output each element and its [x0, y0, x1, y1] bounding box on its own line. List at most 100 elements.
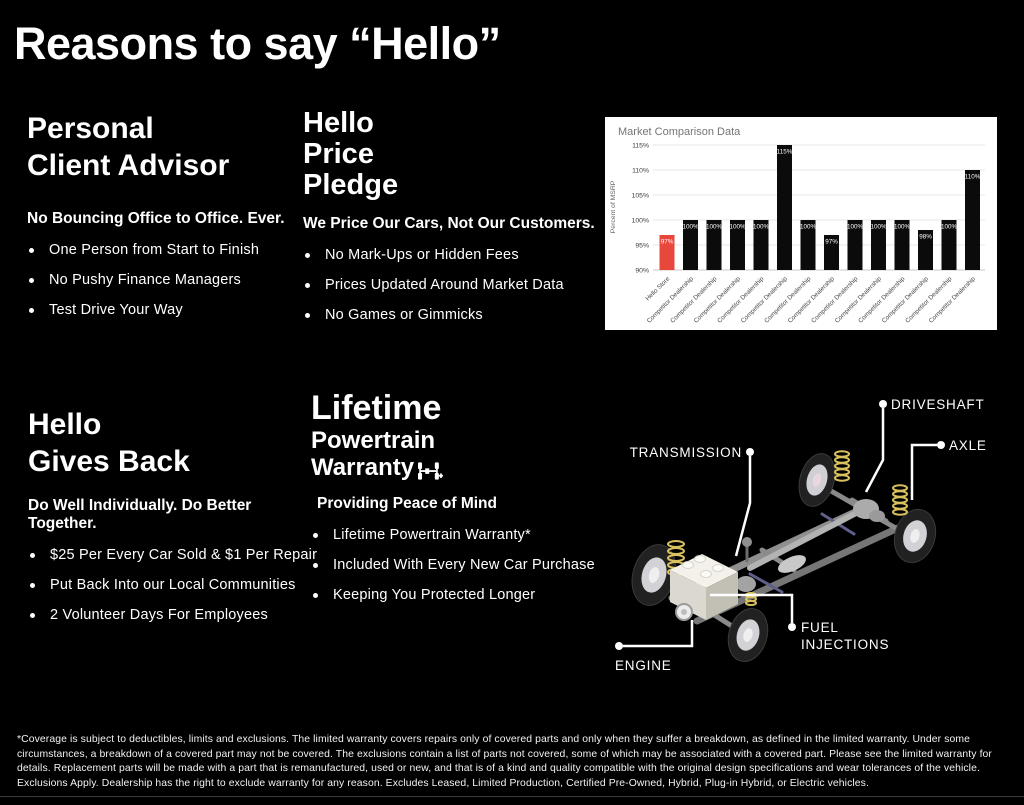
powertrain-diagram: DRIVESHAFT AXLE TRANSMISSION FUEL INJECT…: [600, 388, 1024, 690]
bar-value-label: 97%: [661, 239, 674, 246]
bullet-dot: [305, 312, 310, 318]
bar-value-label: 100%: [753, 224, 770, 231]
x-tick-label: Competitor Dealership: [928, 275, 978, 325]
bullet-item: Put Back Into our Local Communities: [28, 577, 318, 593]
bar: [706, 220, 722, 270]
bullet-dot: [29, 277, 34, 283]
bar: [683, 220, 698, 270]
bullet-text: 2 Volunteer Days For Employees: [50, 607, 268, 623]
bar: [753, 220, 769, 270]
section-heading-line: Client Advisor: [27, 149, 230, 182]
bar-value-label: 115%: [777, 149, 793, 156]
bar-value-label: 100%: [870, 224, 887, 231]
bullet-text: One Person from Start to Finish: [49, 242, 260, 258]
section-subhead: Providing Peace of Mind: [317, 495, 497, 512]
section-subhead: No Bouncing Office to Office. Ever.: [27, 210, 285, 227]
bullet-text: Included With Every New Car Purchase: [333, 557, 595, 573]
warranty-heading-text: Warranty: [311, 454, 415, 481]
label-axle: AXLE: [949, 438, 987, 453]
section-heading-line: Hello: [28, 408, 102, 441]
bar-value-label: 100%: [706, 224, 723, 231]
bar: [847, 220, 863, 270]
y-tick-label: 115%: [632, 143, 649, 150]
warranty-disclaimer: *Coverage is subject to deductibles, lim…: [17, 734, 992, 789]
bar: [659, 235, 675, 270]
bullet-item: Test Drive Your Way: [27, 302, 307, 318]
label-transmission: TRANSMISSION: [629, 445, 742, 460]
chart-plot: 90% 95% 100% 105% 110% 115% Percent of MSRP 97%…: [610, 143, 985, 325]
engine-block: [670, 554, 756, 621]
bullet-list: Lifetime Powertrain Warranty* Included Wi…: [311, 527, 611, 603]
bar: [941, 220, 957, 270]
bullet-text: Lifetime Powertrain Warranty*: [333, 527, 531, 543]
section-heading-line: Lifetime: [311, 389, 442, 427]
bar-value-label: 100%: [894, 224, 911, 231]
bullet-dot: [30, 552, 35, 558]
bullet-item: One Person from Start to Finish: [27, 242, 307, 258]
wheel-rear-left: [798, 453, 836, 507]
bullet-item: Included With Every New Car Purchase: [311, 557, 611, 573]
bullet-text: Put Back Into our Local Communities: [50, 577, 296, 593]
page-title: Reasons to say “Hello”: [14, 18, 501, 69]
section-hello-gives-back: Hello Gives Back Do Well Individually. D…: [28, 406, 318, 637]
bar: [918, 230, 933, 270]
bullet-item: No Pushy Finance Managers: [27, 272, 307, 288]
wheel-rear-right: [893, 508, 937, 564]
section-heading-line: Gives Back: [28, 445, 190, 478]
bullet-dot: [29, 307, 34, 313]
bar-value-label: 100%: [941, 224, 958, 231]
bar: [894, 220, 910, 270]
bar: [871, 220, 886, 270]
section-heading-line: Powertrain: [311, 427, 436, 454]
bullet-dot: [29, 247, 34, 253]
bullet-item: Keeping You Protected Longer: [311, 587, 611, 603]
y-tick-label: 110%: [632, 168, 649, 175]
bullet-item: No Mark-Ups or Hidden Fees: [303, 247, 603, 263]
y-tick-label: 105%: [632, 193, 649, 200]
bar-value-label: 98%: [919, 234, 932, 241]
bullet-text: Keeping You Protected Longer: [333, 587, 536, 603]
leader-dots: [615, 400, 945, 650]
bullet-item: 2 Volunteer Days For Employees: [28, 607, 318, 623]
bar: [777, 145, 792, 270]
market-comparison-chart: Market Comparison Data 90% 95% 100% 105% 110…: [605, 117, 997, 330]
bullet-item: Lifetime Powertrain Warranty*: [311, 527, 611, 543]
label-fuel-injections: FUEL INJECTIONS: [801, 620, 890, 652]
bullet-list: One Person from Start to Finish No Pushy …: [27, 242, 307, 318]
section-hello-price-pledge: Hello Price Pledge We Price Our Cars, No…: [303, 108, 603, 337]
y-tick-label: 90%: [635, 268, 649, 275]
bottom-divider: [0, 796, 1024, 797]
section-personal-client-advisor: Personal Client Advisor No Bouncing Offi…: [27, 110, 307, 332]
bar: [965, 170, 980, 270]
bullet-dot: [313, 532, 318, 538]
leader-lines: [623, 408, 937, 648]
bullet-list: $25 Per Every Car Sold & $1 Per Repair Pu…: [28, 547, 318, 623]
bullet-dot: [305, 252, 310, 258]
bullet-text: Test Drive Your Way: [49, 302, 183, 318]
section-subhead: Do Well Individually. Do Better Together…: [28, 497, 252, 532]
y-axis-title: Percent of MSRP: [610, 180, 617, 233]
bullet-item: $25 Per Every Car Sold & $1 Per Repair: [28, 547, 318, 563]
section-heading-line: Warranty: [311, 454, 611, 481]
section-lifetime-powertrain-warranty: Lifetime Powertrain Warranty Providing P…: [311, 390, 611, 617]
bullet-text: No Games or Gimmicks: [325, 307, 483, 323]
bar-value-label: 100%: [847, 224, 864, 231]
y-tick-label: 95%: [635, 243, 649, 250]
bullet-dot: [313, 592, 318, 598]
chart-title: Market Comparison Data: [618, 126, 741, 138]
bullet-list: No Mark-Ups or Hidden Fees Prices Updated…: [303, 247, 603, 323]
bar: [824, 235, 839, 270]
section-heading-line: Hello: [303, 107, 374, 139]
section-heading-line: Price: [303, 138, 374, 170]
bullet-item: No Games or Gimmicks: [303, 307, 603, 323]
bar-value-label: 97%: [825, 239, 838, 246]
powertrain-icon: [418, 461, 444, 480]
bullet-dot: [30, 582, 35, 588]
bar: [730, 220, 745, 270]
section-heading-line: Personal: [27, 112, 154, 145]
bar-value-label: 100%: [800, 224, 817, 231]
bar-value-label: 110%: [965, 174, 981, 181]
section-subhead: We Price Our Cars, Not Our Customers.: [303, 215, 595, 232]
bullet-dot: [305, 282, 310, 288]
bullet-text: No Mark-Ups or Hidden Fees: [325, 247, 519, 263]
